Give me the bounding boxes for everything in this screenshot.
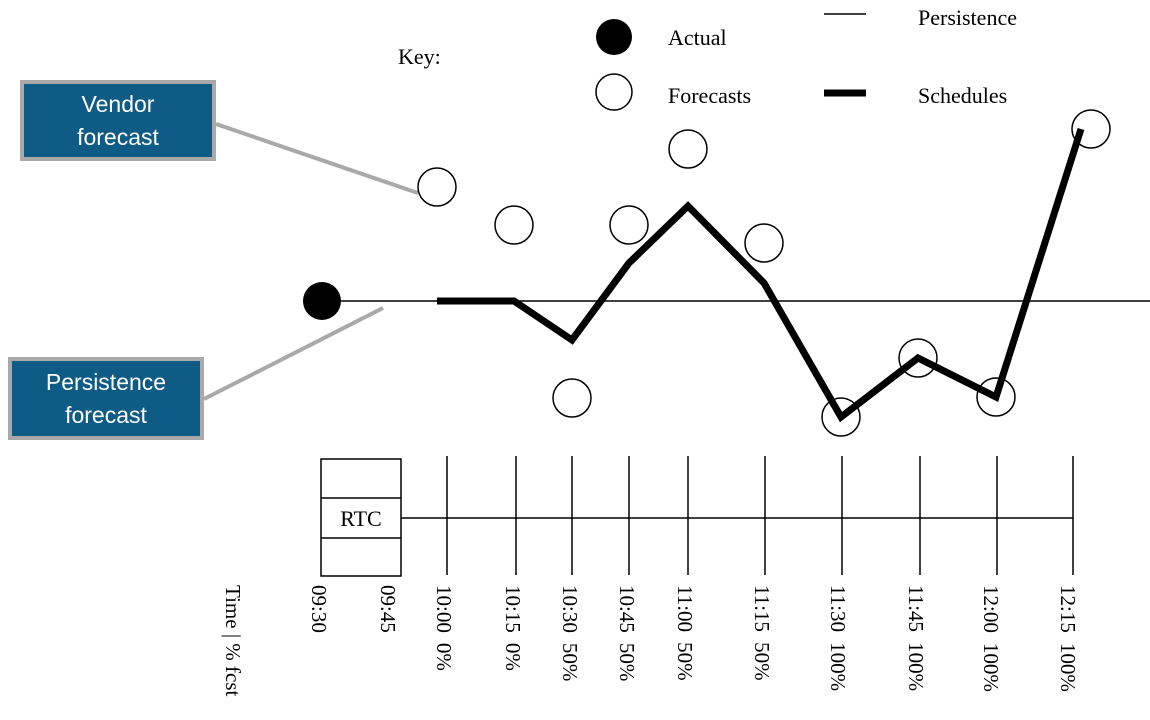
time-tick-label: 09:30 [307, 585, 331, 633]
forecast-key-symbol [595, 73, 633, 111]
forecast-point [417, 167, 457, 207]
tick-percent: 50% [673, 642, 697, 681]
rtc-label: RTC [340, 506, 381, 531]
tick-percent: 50% [750, 642, 774, 681]
forecast-point [668, 129, 708, 169]
forecast-point [552, 378, 592, 418]
time-tick-labels: 09:30 09:45 10:00 0% 10:15 0% 10:30 50% 10:45 50%… [307, 585, 1080, 692]
time-tick-label: 11:45 100% [904, 585, 928, 691]
tick-time: 10:00 [432, 585, 456, 633]
tick-time: 11:15 [750, 585, 774, 632]
vendor-callout-line1: Vendor [81, 90, 155, 117]
vendor-callout-connector [215, 122, 419, 195]
tick-time: 12:00 [979, 585, 1003, 633]
time-tick-label: 09:45 [376, 585, 400, 633]
time-tick-label: 11:00 50% [673, 585, 697, 681]
tick-time: 09:30 [307, 585, 331, 633]
persistence-callout-line2: forecast [65, 401, 147, 428]
tick-percent: 0% [432, 643, 456, 671]
tick-percent: 50% [558, 643, 582, 682]
forecast-point [609, 205, 649, 245]
key-legend: Key: Actual Forecasts Persistence Schedu… [398, 5, 1017, 111]
key-label-actual: Actual [668, 25, 727, 50]
actual-key-symbol [596, 19, 632, 55]
forecast-point [744, 223, 784, 263]
actual-point [303, 282, 341, 320]
time-axis-label: Time | % fcst [221, 585, 245, 697]
rtc-timeline: RTC [320, 456, 1074, 577]
time-tick-label: 12:15 100% [1056, 585, 1080, 692]
key-title: Key: [398, 44, 441, 69]
forecast-point [494, 205, 534, 245]
time-tick-label: 10:30 50% [558, 585, 582, 681]
tick-time: 11:45 [904, 585, 928, 632]
time-tick-label: 12:00 100% [979, 585, 1003, 692]
persistence-callout-connector [203, 306, 384, 401]
time-tick-label: 10:00 0% [432, 585, 456, 671]
key-label-persistence: Persistence [918, 5, 1017, 30]
tick-percent: 100% [979, 643, 1003, 692]
tick-percent: 0% [501, 643, 525, 671]
key-label-forecasts: Forecasts [668, 83, 751, 108]
time-tick-label: 11:15 50% [750, 585, 774, 681]
tick-percent: 100% [826, 642, 850, 691]
tick-time: 11:00 [673, 585, 697, 632]
persistence-callout-line1: Persistence [45, 368, 167, 395]
key-label-schedules: Schedules [918, 83, 1007, 108]
time-tick-label: 10:45 50% [615, 585, 639, 681]
vendor-callout-line2: forecast [77, 123, 159, 150]
schedule-line [437, 127, 1085, 423]
time-tick-label: 10:15 0% [501, 585, 525, 671]
persistence-forecast-callout: Persistence forecast [8, 357, 204, 440]
rtc-box [320, 458, 402, 577]
tick-time: 12:15 [1056, 585, 1080, 633]
time-tick-label: 11:30 100% [826, 585, 850, 691]
vendor-forecast-callout: Vendor forecast [20, 80, 216, 161]
tick-time: 10:45 [615, 585, 639, 633]
tick-percent: 100% [904, 642, 928, 691]
tick-time: 09:45 [376, 585, 400, 633]
forecast-points [417, 109, 1111, 437]
tick-percent: 50% [615, 643, 639, 682]
tick-percent: 100% [1056, 643, 1080, 692]
tick-time: 11:30 [826, 585, 850, 632]
tick-time: 10:15 [501, 585, 525, 633]
tick-time: 10:30 [558, 585, 582, 633]
